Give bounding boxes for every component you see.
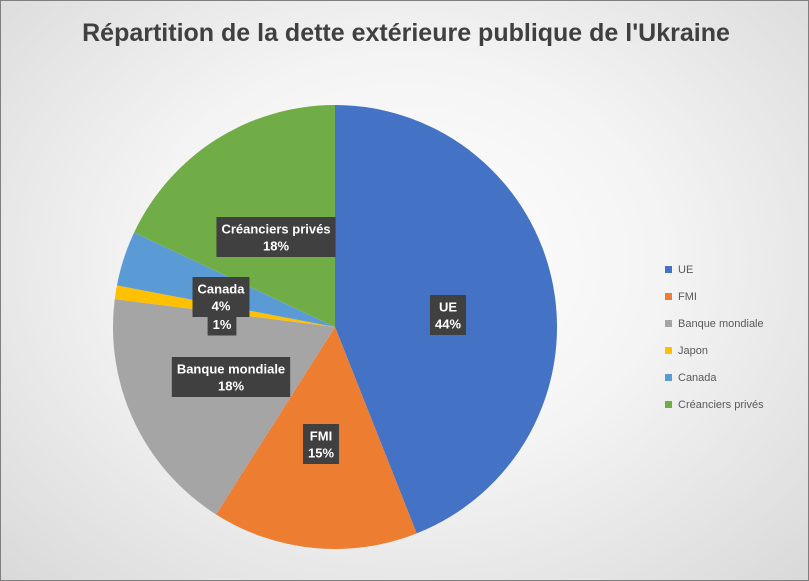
legend-swatch bbox=[665, 266, 672, 273]
data-label-value: 44% bbox=[435, 317, 461, 332]
data-label-fmi: FMI 15% bbox=[302, 424, 340, 464]
legend: UE FMI Banque mondiale Japon Canada Créancier… bbox=[665, 256, 764, 418]
data-label-box bbox=[192, 277, 250, 317]
legend-label: Canada bbox=[678, 371, 717, 384]
data-label-box bbox=[216, 217, 336, 257]
data-label-value: 18% bbox=[263, 239, 289, 254]
legend-swatch bbox=[665, 320, 672, 327]
data-label-value: 1% bbox=[213, 317, 232, 332]
data-label-japon: 1% bbox=[207, 312, 237, 336]
legend-item-canada: Canada bbox=[665, 364, 764, 391]
data-label-box bbox=[207, 312, 237, 336]
data-label-box bbox=[171, 357, 291, 397]
legend-item-japon: Japon bbox=[665, 337, 764, 364]
data-label-name: UE bbox=[439, 300, 457, 315]
legend-label: UE bbox=[678, 263, 694, 276]
data-label-creanciers-prives: Créanciers privés 18% bbox=[216, 217, 336, 257]
data-label-canada: Canada 4% bbox=[192, 277, 250, 317]
data-label-name: Canada bbox=[198, 282, 246, 297]
data-label-box bbox=[429, 295, 467, 335]
legend-item-creanciers-prives: Créanciers privés bbox=[665, 391, 764, 418]
data-label-name: Banque mondiale bbox=[177, 362, 285, 377]
data-label-value: 15% bbox=[308, 446, 334, 461]
data-label-value: 18% bbox=[218, 379, 244, 394]
pie-slice-creanciers-prives bbox=[134, 105, 335, 327]
legend-swatch bbox=[665, 401, 672, 408]
data-label-banque-mondiale: Banque mondiale 18% bbox=[171, 357, 291, 397]
data-label-ue: UE 44% bbox=[429, 295, 467, 335]
data-label-box bbox=[302, 424, 340, 464]
legend-swatch bbox=[665, 293, 672, 300]
legend-item-ue: UE bbox=[665, 256, 764, 283]
data-label-name: Créanciers privés bbox=[221, 222, 330, 237]
chart-title: Répartition de la dette extérieure publi… bbox=[82, 19, 730, 47]
data-label-value: 4% bbox=[212, 299, 231, 314]
legend-label: Japon bbox=[678, 344, 708, 357]
legend-swatch bbox=[665, 374, 672, 381]
legend-item-fmi: FMI bbox=[665, 283, 764, 310]
legend-label: Banque mondiale bbox=[678, 317, 764, 330]
legend-item-banque-mondiale: Banque mondiale bbox=[665, 310, 764, 337]
pie-slice-banque-mondiale bbox=[112, 299, 336, 515]
data-label-name: FMI bbox=[310, 429, 332, 444]
legend-swatch bbox=[665, 347, 672, 354]
legend-label: Créanciers privés bbox=[678, 398, 764, 411]
legend-label: FMI bbox=[678, 290, 697, 303]
